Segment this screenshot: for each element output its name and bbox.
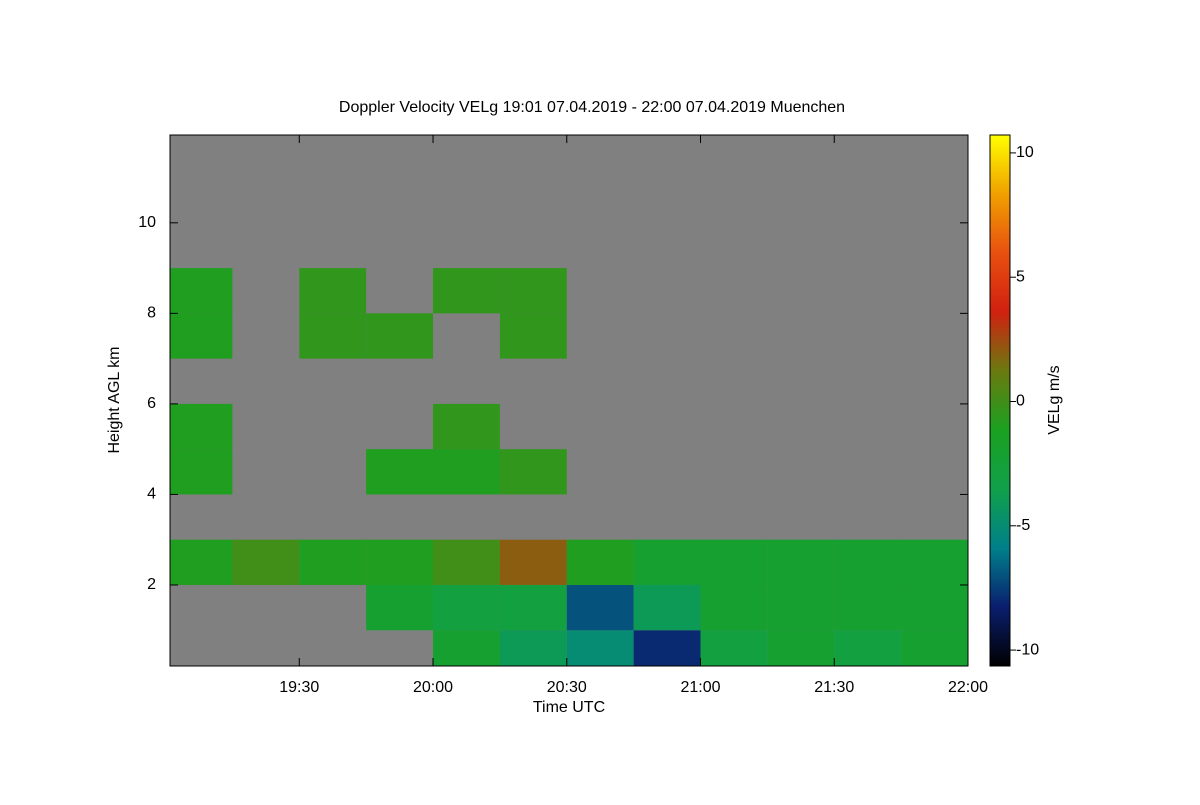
x-tick-label: 19:30 [279,679,319,696]
heatmap-cell [433,268,500,314]
heatmap-cell [170,539,233,585]
heatmap-cell [499,449,567,495]
colorbar-tick-label: 10 [1016,144,1034,161]
heatmap [170,268,968,666]
x-tick-label: 22:00 [948,679,988,696]
heatmap-cell [633,630,701,666]
colorbar-tick-label: 0 [1016,393,1025,410]
heatmap-cell [299,539,367,585]
heatmap-cell [566,630,634,666]
x-tick-label: 21:30 [814,679,854,696]
heatmap-cell [170,268,233,314]
heatmap-cell [633,584,701,631]
heatmap-cell [433,630,500,666]
heatmap-cell [566,539,634,585]
heatmap-cell [901,539,968,585]
heatmap-cell [170,449,233,495]
x-axis-label: Time UTC [533,699,605,716]
y-tick-label: 8 [147,305,156,322]
heatmap-cell [767,630,835,666]
heatmap-cell [499,539,567,585]
colorbar [989,134,1011,667]
heatmap-cell [499,584,567,631]
heatmap-cell [299,313,367,359]
x-tick-label: 21:00 [680,679,720,696]
x-tick-label: 20:30 [547,679,587,696]
heatmap-cell [232,539,300,585]
heatmap-cell [700,539,768,585]
colorbar-tick-label: 5 [1016,268,1025,285]
y-tick-label: 2 [147,576,156,593]
heatmap-cell [499,630,567,666]
heatmap-cell [834,630,902,666]
plot-frame [169,134,969,667]
heatmap-cell [700,630,768,666]
colorbar-tick-label: -5 [1016,517,1030,534]
heatmap-cell [767,539,835,585]
heatmap-cell [299,268,367,314]
heatmap-cell [170,403,233,450]
heatmap-cell [834,539,902,585]
heatmap-cell [433,449,500,495]
heatmap-cell [499,268,567,314]
heatmap-cell [901,584,968,631]
heatmap-cell [170,313,233,359]
heatmap-cell [700,584,768,631]
heatmap-cell [433,584,500,631]
colorbar-label: VELg m/s [1046,365,1063,434]
heatmap-cell [366,539,434,585]
heatmap-cell [366,584,434,631]
y-tick-label: 6 [147,395,156,412]
heatmap-cell [499,313,567,359]
heatmap-cell [767,584,835,631]
heatmap-cell [901,630,968,666]
y-tick-label: 4 [147,486,156,503]
x-tick-label: 20:00 [413,679,453,696]
heatmap-cell [834,584,902,631]
chart-title: Doppler Velocity VELg 19:01 07.04.2019 -… [339,99,845,116]
colorbar-tick-label: -10 [1016,641,1039,658]
heatmap-cell [366,449,434,495]
y-tick-label: 10 [138,214,156,231]
heatmap-cell [433,539,500,585]
heatmap-cell [433,403,500,450]
heatmap-cell [633,539,701,585]
heatmap-cell [566,584,634,631]
heatmap-cell [366,313,434,359]
y-axis-label: Height AGL km [106,346,123,453]
